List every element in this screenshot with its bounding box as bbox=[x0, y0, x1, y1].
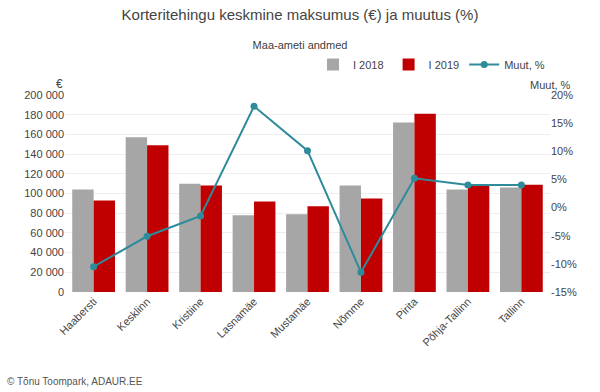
svg-text:Tallinn: Tallinn bbox=[496, 295, 527, 326]
svg-text:Põhja-Tallinn: Põhja-Tallinn bbox=[420, 295, 473, 348]
svg-text:20%: 20% bbox=[551, 89, 573, 101]
svg-text:Mustamäe: Mustamäe bbox=[268, 295, 313, 340]
svg-text:15%: 15% bbox=[551, 117, 573, 129]
svg-text:200 000: 200 000 bbox=[24, 89, 64, 101]
svg-text:60 000: 60 000 bbox=[30, 227, 64, 239]
svg-text:Nõmme: Nõmme bbox=[331, 295, 367, 331]
svg-text:20 000: 20 000 bbox=[30, 266, 64, 278]
svg-text:Muut, %: Muut, % bbox=[504, 59, 545, 71]
svg-text:Kesklinn: Kesklinn bbox=[115, 295, 153, 333]
svg-text:-5%: -5% bbox=[551, 230, 571, 242]
svg-text:0%: 0% bbox=[551, 201, 567, 213]
svg-text:-15%: -15% bbox=[551, 286, 577, 298]
svg-text:140 000: 140 000 bbox=[24, 148, 64, 160]
svg-text:40 000: 40 000 bbox=[30, 246, 64, 258]
svg-text:10%: 10% bbox=[551, 145, 573, 157]
svg-text:€: € bbox=[56, 77, 63, 91]
svg-text:Maa-ameti andmed: Maa-ameti andmed bbox=[253, 39, 348, 51]
svg-text:Korteritehingu keskmine maksum: Korteritehingu keskmine maksumus (€) ja … bbox=[122, 6, 479, 23]
svg-text:5%: 5% bbox=[551, 173, 567, 185]
svg-text:-10%: -10% bbox=[551, 258, 577, 270]
svg-text:© Tõnu Toompark, ADAUR.EE: © Tõnu Toompark, ADAUR.EE bbox=[7, 376, 143, 387]
svg-text:180 000: 180 000 bbox=[24, 109, 64, 121]
svg-text:80 000: 80 000 bbox=[30, 207, 64, 219]
svg-text:I 2019: I 2019 bbox=[429, 59, 460, 71]
svg-text:0: 0 bbox=[58, 286, 64, 298]
svg-text:160 000: 160 000 bbox=[24, 128, 64, 140]
svg-text:100 000: 100 000 bbox=[24, 187, 64, 199]
svg-text:Muut, %: Muut, % bbox=[530, 79, 571, 91]
svg-text:I 2018: I 2018 bbox=[353, 59, 384, 71]
svg-text:120 000: 120 000 bbox=[24, 168, 64, 180]
svg-text:Pirita: Pirita bbox=[394, 295, 421, 322]
svg-text:Lasnamäe: Lasnamäe bbox=[215, 295, 260, 340]
svg-text:Kristiine: Kristiine bbox=[170, 295, 206, 331]
svg-text:Haabersti: Haabersti bbox=[57, 295, 99, 337]
